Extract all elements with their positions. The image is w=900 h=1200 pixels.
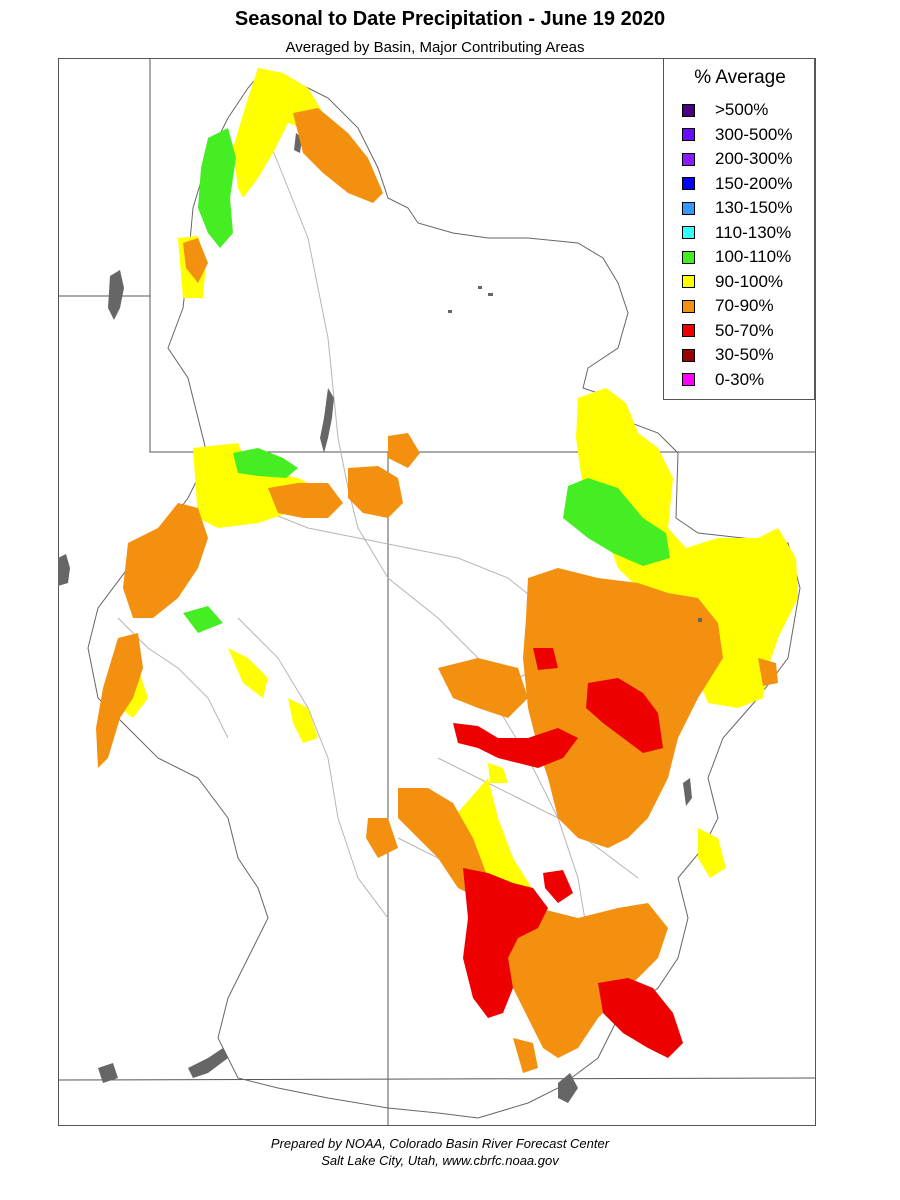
credit-line-1: Prepared by NOAA, Colorado Basin River F… (270, 1136, 610, 1151)
legend-item: 70-90% (682, 295, 774, 317)
region-50-70 (453, 648, 683, 1058)
legend-label: 200-300% (715, 149, 793, 168)
legend-label: 100-110% (715, 247, 792, 266)
legend-swatch (682, 201, 695, 215)
legend-item: 30-50% (682, 344, 774, 366)
legend-swatch (682, 348, 695, 362)
legend-title: % Average (694, 67, 786, 88)
legend-item: 0-30% (682, 369, 764, 391)
legend-label: 0-30% (715, 369, 765, 389)
credit-line-2: Salt Lake City, Utah, www.cbrfc.noaa.gov (321, 1153, 559, 1168)
legend-item: 150-200% (682, 173, 793, 195)
legend-label: 150-200% (715, 173, 793, 193)
legend-label: 110-130% (715, 222, 792, 242)
legend-swatch (682, 324, 695, 337)
legend-label: 300-500% (715, 124, 793, 144)
legend-swatch (682, 128, 695, 141)
legend: % Average >500% 300-500% 200-300% 150-200% 1… (663, 58, 815, 400)
legend-item: 110-130% (682, 222, 791, 244)
legend-label: 130-150% (715, 198, 793, 217)
legend-swatch (682, 373, 695, 386)
legend-label: 50-70% (715, 320, 774, 340)
legend-swatch (682, 226, 695, 239)
legend-swatch (682, 177, 695, 190)
legend-swatch (682, 299, 695, 313)
map-subtitle: Averaged by Basin, Major Contributing Ar… (285, 39, 585, 56)
legend-label: >500% (715, 100, 769, 119)
legend-item: >500% (682, 99, 768, 121)
legend-item: 300-500% (682, 124, 793, 146)
legend-item: 200-300% (682, 148, 793, 170)
precip-regions (96, 68, 798, 1073)
legend-item: 90-100% (682, 271, 783, 293)
legend-swatch (682, 275, 695, 288)
legend-swatch (682, 152, 695, 166)
map-title: Seasonal to Date Precipitation - June 19… (234, 8, 666, 30)
legend-item: 130-150% (682, 197, 793, 219)
legend-swatch (682, 103, 695, 117)
legend-item: 50-70% (682, 320, 774, 342)
legend-item: 100-110% (682, 246, 791, 268)
region-100-110 (183, 128, 670, 633)
legend-label: 90-100% (715, 271, 784, 291)
legend-label: 70-90% (715, 296, 774, 315)
legend-swatch (682, 250, 695, 264)
lakes (58, 133, 692, 1103)
legend-label: 30-50% (715, 345, 774, 364)
water-bodies-small (448, 286, 702, 622)
